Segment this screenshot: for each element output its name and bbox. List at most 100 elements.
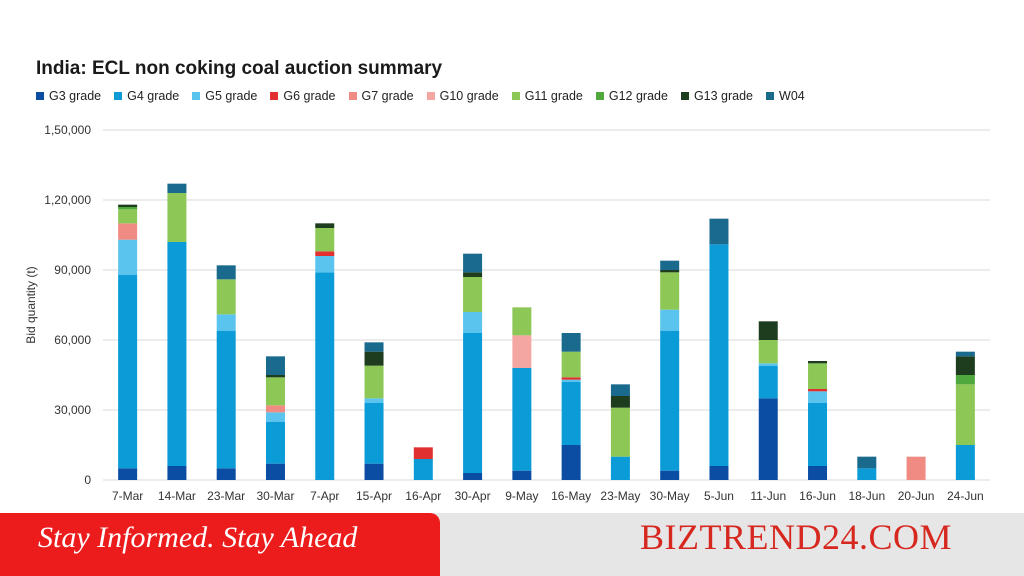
legend-item: G10 grade: [426, 89, 499, 103]
bar-segment: [758, 363, 778, 366]
bar-segment: [118, 239, 138, 275]
legend-swatch: [348, 92, 357, 100]
legend-swatch: [270, 92, 279, 100]
legend-label: G3 grade: [49, 89, 102, 103]
bar-segment: [463, 473, 483, 480]
legend-item: G4 grade: [114, 89, 179, 103]
bar-segment: [955, 445, 975, 480]
bar-segment: [167, 242, 187, 466]
x-tick-label: 23-Mar: [207, 489, 245, 503]
legend-swatch: [511, 92, 520, 100]
legend-label: G10 grade: [439, 89, 499, 103]
bar-segment: [364, 403, 384, 464]
x-tick-label: 16-Apr: [405, 489, 441, 503]
y-tick-label: 1,50,000: [44, 123, 91, 137]
legend-label: G13 grade: [693, 89, 754, 103]
bar-segment: [265, 377, 285, 406]
bar-segment: [413, 459, 433, 480]
bar-segment: [118, 223, 138, 240]
legend-item: G7 grade: [348, 89, 414, 103]
bar-segment: [561, 333, 581, 352]
bar-segment: [808, 361, 828, 364]
bar-segment: [660, 309, 680, 331]
bar-segment: [463, 253, 483, 273]
legend-swatch: [680, 92, 689, 100]
bar-segment: [315, 251, 335, 256]
legend-item: G11 grade: [511, 89, 583, 103]
bar-segment: [364, 398, 384, 403]
x-tick-label: 16-May: [551, 489, 591, 503]
x-tick-label: 5-Jun: [704, 489, 734, 503]
legend-swatch: [595, 92, 604, 100]
bar-segment: [660, 260, 680, 270]
bar-segment: [857, 456, 877, 469]
bar-segment: [216, 468, 236, 480]
legend-item: G13 grade: [680, 89, 754, 103]
bar-segment: [955, 356, 975, 375]
legend-item: G12 grade: [595, 89, 668, 103]
bar-segment: [167, 183, 187, 193]
y-tick-label: 1,20,000: [44, 193, 91, 207]
legend-swatch: [114, 92, 123, 100]
legend-item: G6 grade: [270, 89, 336, 103]
bar-segment: [118, 274, 138, 469]
legend-swatch: [426, 92, 435, 100]
bar-segment: [808, 389, 828, 392]
bar-segment: [758, 340, 778, 364]
bar-segment: [808, 391, 828, 403]
bar-segment: [463, 277, 483, 312]
bar-segment: [857, 468, 877, 480]
legend-label: G6 grade: [283, 89, 336, 103]
bar-segment: [315, 223, 335, 228]
bar-segment: [610, 396, 630, 408]
x-tick-label: 16-Jun: [799, 489, 836, 503]
bar-segment: [808, 403, 828, 466]
legend-item: W04: [766, 89, 805, 103]
bar-segment: [118, 204, 138, 207]
bar-segment: [118, 209, 138, 224]
bar-segment: [906, 456, 926, 480]
bar-segment: [265, 405, 285, 413]
x-tick-label: 9-May: [505, 489, 538, 503]
bar-segment: [118, 468, 138, 480]
chart-title: India: ECL non coking coal auction summa…: [36, 58, 443, 79]
bar-segment: [463, 333, 483, 473]
bar-segment: [364, 365, 384, 399]
bar-segment: [265, 356, 285, 375]
x-tick-label: 24-Jun: [947, 489, 984, 503]
legend-label: G7 grade: [361, 89, 414, 103]
legend-label: W04: [779, 89, 805, 103]
x-tick-label: 18-Jun: [848, 489, 885, 503]
bar-segment: [216, 314, 236, 331]
bar-segment: [758, 398, 778, 480]
legend-swatch: [766, 92, 775, 100]
x-tick-label: 30-May: [650, 489, 690, 503]
y-axis-label: Bid quantity (t): [24, 266, 38, 343]
chart-legend: G3 grade G4 grade G5 grade G6 grade G7 grade…: [36, 89, 805, 103]
legend-label: G12 grade: [608, 89, 668, 103]
bar-segment: [167, 466, 187, 480]
bar-segment: [364, 351, 384, 366]
bar-segment: [610, 456, 630, 480]
bar-segment: [364, 463, 384, 480]
legend-swatch: [36, 92, 44, 100]
bar-segment: [758, 365, 778, 399]
bar-segment: [709, 466, 729, 480]
chart-plot: 0 30,000 60,000 90,000 1,20,000 1,50,000 Bid q…: [24, 123, 990, 503]
legend-label: G11 grade: [524, 89, 583, 103]
x-tick-label: 11-Jun: [750, 489, 786, 503]
bar-segment: [561, 379, 581, 382]
bar-segment: [610, 407, 630, 457]
bar-segment: [660, 470, 680, 480]
bar-segment: [955, 384, 975, 445]
bar-segment: [955, 351, 975, 357]
x-tick-label: 7-Mar: [112, 489, 143, 503]
bar-segment: [118, 207, 138, 210]
bar-segment: [709, 244, 729, 466]
bar-segment: [265, 412, 285, 422]
bar-segment: [955, 375, 975, 385]
bar-segment: [758, 321, 778, 340]
tagline-text: Stay Informed. Stay Ahead: [38, 521, 358, 554]
x-tick-label: 30-Mar: [256, 489, 294, 503]
bar-segment: [512, 307, 532, 336]
